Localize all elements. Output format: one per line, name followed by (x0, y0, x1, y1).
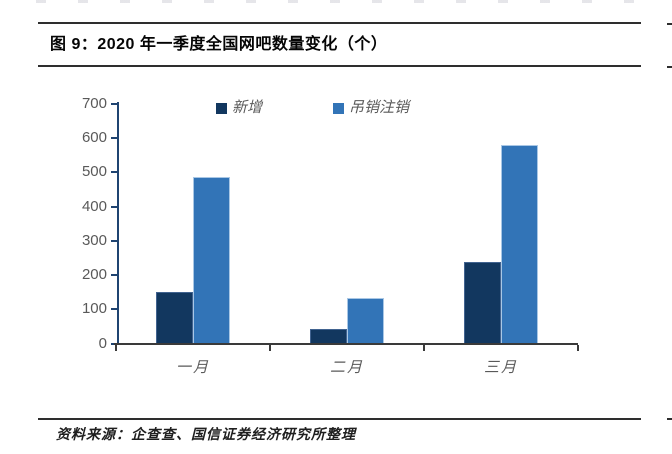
x-axis-category-label: 一月 (175, 360, 210, 376)
y-axis-tick (111, 171, 117, 173)
adjacent-column-rule-fragment-top (667, 23, 672, 25)
x-axis-category-label: 三月 (483, 360, 518, 376)
chart-bar-series0-cat1 (310, 329, 347, 343)
y-axis-tick (111, 137, 117, 139)
legend-label-new: 新增 (232, 100, 263, 116)
x-axis-tick (115, 345, 117, 351)
legend-label-revoked: 吊销注销 (349, 100, 410, 116)
title-rule-bottom (38, 65, 641, 67)
x-axis-tick (423, 345, 425, 351)
y-axis-tick (111, 103, 117, 105)
x-axis-tick (577, 345, 579, 351)
figure-title: 图 9：2020 年一季度全国网吧数量变化（个） (50, 36, 388, 53)
y-axis-tick-label: 300 (81, 232, 107, 249)
adjacent-column-rule-fragment-middle (667, 66, 672, 68)
source-note: 资料来源：企查查、国信证券经济研究所整理 (56, 428, 356, 443)
chart-bar-series1-cat0 (193, 177, 230, 343)
x-axis-category-label: 二月 (329, 360, 364, 376)
y-axis-tick-label: 400 (81, 198, 107, 215)
x-axis-line (114, 343, 578, 345)
y-axis-tick-label: 500 (81, 163, 107, 180)
legend-item-revoked: 吊销注销 (333, 100, 410, 116)
y-axis-line (117, 102, 119, 344)
cropped-text-remnant (36, 0, 636, 3)
adjacent-column-rule-fragment-bottom (667, 418, 672, 420)
source-rule (38, 418, 641, 420)
x-axis-tick (269, 345, 271, 351)
y-axis-tick-label: 600 (81, 129, 107, 146)
title-rule-top (38, 22, 641, 24)
chart-bar-series0-cat0 (156, 292, 193, 343)
chart-bar-series0-cat2 (464, 262, 501, 343)
y-axis-tick-label: 700 (81, 95, 107, 112)
chart-bar-series1-cat2 (501, 145, 538, 343)
chart-bar-series1-cat1 (347, 298, 384, 343)
legend-swatch-revoked (333, 102, 344, 114)
y-axis-tick (111, 240, 117, 242)
y-axis-tick-label: 200 (81, 266, 107, 283)
y-axis-tick (111, 206, 117, 208)
legend-swatch-new (216, 102, 227, 114)
y-axis-tick (111, 274, 117, 276)
y-axis-tick (111, 308, 117, 310)
legend-item-new: 新增 (216, 100, 263, 116)
y-axis-tick-label: 0 (98, 335, 107, 352)
y-axis-tick-label: 100 (81, 300, 107, 317)
